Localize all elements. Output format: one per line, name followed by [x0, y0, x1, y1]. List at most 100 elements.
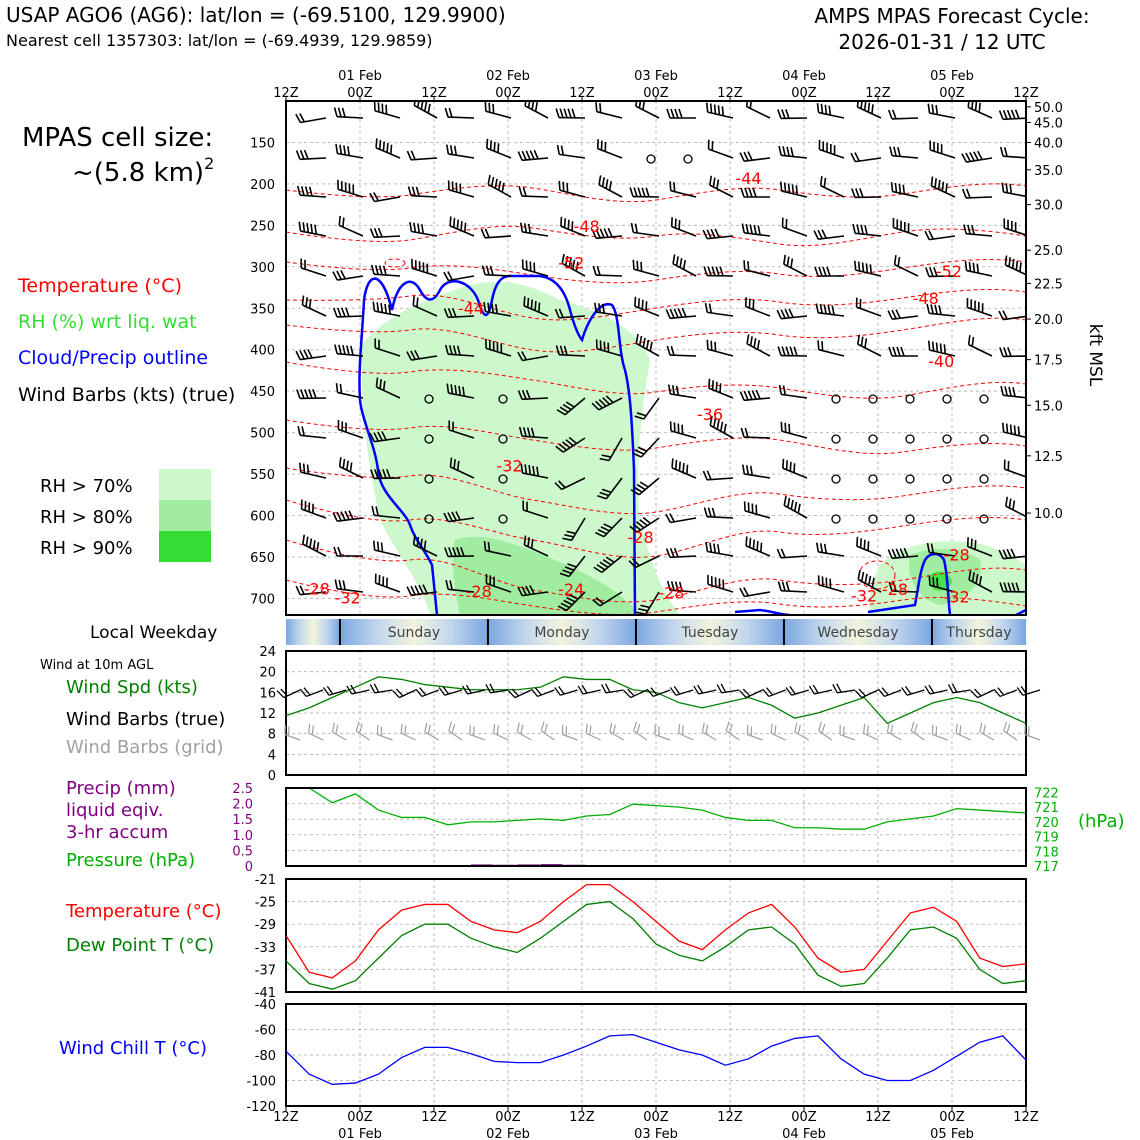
top-hour-label: 12Z: [717, 86, 743, 101]
wind-barb: [599, 437, 623, 462]
wind-barb: [901, 685, 925, 696]
wind-barb: [998, 310, 1026, 321]
temperature-contour-label: -32: [335, 588, 361, 607]
wind-barb: [910, 721, 925, 741]
wind-barb: [794, 722, 810, 741]
calm-wind-circle: [942, 434, 952, 444]
y-tick-label: 0: [268, 769, 276, 784]
wind-barb: [562, 517, 586, 542]
wind-barb: [709, 175, 734, 198]
bottom-hour-label: 00Z: [495, 1110, 521, 1125]
pressure-tick-label: 250: [250, 219, 275, 234]
wind-barb: [556, 397, 586, 416]
wind-barb: [334, 579, 364, 593]
wind-barb: [762, 687, 786, 698]
calm-wind-circle: [498, 474, 508, 484]
wind-barb: [818, 140, 845, 159]
wind-barb: [555, 345, 586, 357]
wind-barb: [295, 113, 327, 124]
top-hour-label: 00Z: [347, 86, 373, 101]
weekday-segment: [931, 619, 1026, 645]
wind-barb: [516, 722, 532, 741]
wind-barb: [392, 688, 416, 699]
wind-barb: [857, 334, 882, 357]
wind-barb: [595, 339, 623, 357]
wind-barb: [424, 722, 440, 741]
wind-barb: [741, 464, 771, 479]
top-date-label: 01 Feb: [338, 69, 382, 84]
wind-barb: [412, 295, 438, 317]
pressure-tick-label: 718: [1034, 845, 1059, 860]
panel-frame: [285, 650, 1027, 776]
wind-barb: [448, 721, 463, 741]
y-tick-label: -80: [255, 1049, 276, 1064]
wind-barb: [447, 180, 475, 198]
wind-barb: [369, 227, 401, 239]
temperature-line: [285, 884, 1027, 979]
calm-wind-circle: [905, 474, 915, 484]
wind-barb: [740, 427, 771, 439]
wind-barb: [591, 227, 623, 240]
temperature-contour-label: -32: [851, 587, 877, 606]
weekday-segment: [635, 619, 784, 645]
kft-tick-label: 30.0: [1034, 199, 1063, 214]
top-date-label: 05 Feb: [930, 69, 974, 84]
wind-barb: [333, 107, 364, 119]
wind-barb: [702, 228, 734, 240]
calm-wind-circle: [942, 394, 952, 404]
wind-barb: [926, 303, 956, 317]
wind-barb: [813, 229, 845, 240]
pressure-tick-label: 300: [250, 261, 275, 276]
wind-barb: [776, 548, 808, 559]
wind-barb: [333, 546, 363, 557]
legend-rh70-swatch: [159, 469, 211, 500]
pressure-tick-label: 717: [1034, 860, 1059, 875]
wind-barb: [593, 302, 623, 317]
wind-barb: [370, 468, 401, 480]
wind-barb: [693, 684, 717, 695]
wind-barb: [518, 186, 549, 198]
wind-barb: [703, 507, 734, 519]
wind-barb: [633, 721, 648, 741]
wind-barb: [669, 421, 697, 439]
weekday-segment: [286, 619, 340, 645]
temperature-contour: [286, 419, 1026, 455]
wind-barb: [999, 347, 1026, 358]
wind-barb: [592, 591, 623, 607]
wind-barb: [335, 383, 364, 399]
bottom-hour-label: 12Z: [717, 1110, 743, 1125]
wind-barb: [782, 458, 808, 479]
wind-barb: [968, 570, 993, 593]
wind-barb: [524, 101, 549, 119]
bottom-hour-label: 12Z: [569, 1110, 595, 1125]
wind-barb: [814, 266, 844, 277]
bottom-hour-label: 00Z: [791, 1110, 817, 1125]
wind-barb: [449, 216, 475, 237]
wind-barb: [886, 722, 902, 741]
wind-barb: [554, 308, 586, 319]
wind-barb: [926, 542, 956, 557]
wind-barb: [1003, 459, 1026, 479]
wind-barb: [740, 187, 770, 198]
cell-size-title: MPAS cell size:: [22, 123, 213, 153]
wind-barb: [961, 150, 993, 163]
calm-wind-circle: [683, 154, 693, 164]
top-hour-label: 12Z: [421, 86, 447, 101]
wind-barb: [707, 574, 734, 593]
wind-barb: [592, 265, 623, 277]
wind-barb: [297, 425, 327, 439]
wind-barb: [707, 139, 734, 159]
bottom-date-label: 01 Feb: [338, 1127, 382, 1140]
wind-barb: [777, 109, 808, 120]
wind-barb: [741, 223, 771, 237]
top-hour-label: 12Z: [865, 86, 891, 101]
y-tick-label: -120: [246, 1100, 276, 1115]
temperature-contour: [286, 361, 1026, 399]
wind-barb: [665, 307, 697, 320]
y-tick-label: 24: [259, 645, 276, 660]
temperature-contour-label: -32: [496, 457, 522, 476]
wind-barb: [927, 103, 956, 119]
kft-tick-label: 10.0: [1034, 507, 1063, 522]
calm-wind-circle: [424, 394, 434, 404]
